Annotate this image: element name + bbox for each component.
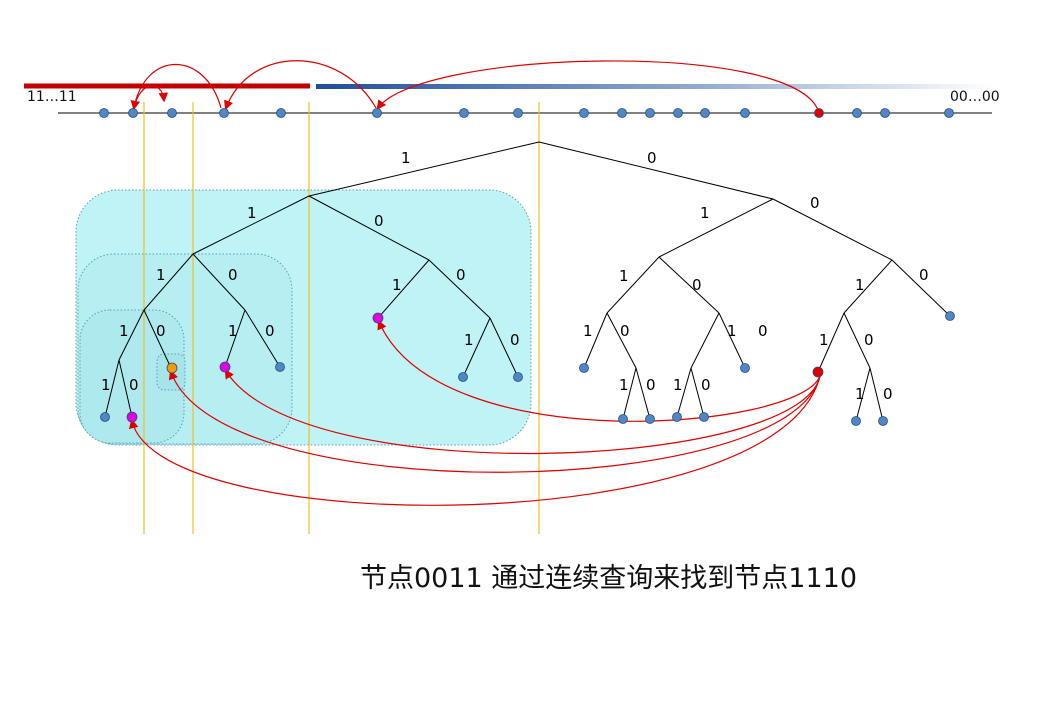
branch-label: 1 [855,276,865,294]
lookup-arrow [129,375,821,506]
keyspace-label-right: 00…00 [950,89,1000,105]
branch-label: 0 [129,376,139,394]
branch-label: 0 [810,194,820,212]
branch-labels: 1 0 1 0 1 0 1 0 1 0 1 0 1 0 1 0 1 0 1 0 … [101,149,929,403]
line-node[interactable] [513,108,523,118]
line-node[interactable] [880,108,890,118]
branch-label: 1 [583,322,593,340]
line-node[interactable] [579,108,589,118]
line-node[interactable] [219,108,229,118]
tree-node-query[interactable] [812,366,824,378]
branch-label: 0 [374,212,384,230]
lookup-arrow [168,369,821,473]
tree-node[interactable] [618,414,628,424]
tree-node[interactable] [458,372,468,382]
branch-label: 0 [883,385,893,403]
line-node[interactable] [99,108,109,118]
branch-label: 0 [510,331,520,349]
branch-label: 0 [620,322,630,340]
keyspace-bar-right [316,84,996,89]
branch-label: 0 [701,376,711,394]
branch-label: 1 [619,376,629,394]
lookup-arrows-top [130,60,819,111]
branch-label: 0 [646,376,656,394]
tree-node-found[interactable] [219,361,231,373]
branch-label: 0 [228,266,238,284]
branch-label: 1 [619,267,629,285]
branch-label: 0 [156,322,166,340]
branch-label: 0 [456,266,466,284]
line-node[interactable] [167,108,177,118]
tree-node[interactable] [740,363,750,373]
tree-node[interactable] [945,311,955,321]
tree-node-found[interactable] [372,312,384,324]
tree-node[interactable] [579,363,589,373]
line-node[interactable] [372,108,382,118]
tree-node-found[interactable] [166,362,178,374]
branch-label: 1 [727,322,737,340]
branch-label: 0 [692,276,702,294]
tree-node-found[interactable] [126,411,138,423]
line-node[interactable] [645,108,655,118]
branch-label: 1 [855,385,865,403]
lookup-arrows-tree [129,319,821,506]
tree-edges [104,141,951,422]
branch-label: 1 [101,376,111,394]
branch-label: 0 [265,322,275,340]
line-node[interactable] [276,108,286,118]
subtree-region-111 [79,309,185,444]
branch-label: 1 [119,322,129,340]
branch-label: 1 [819,331,829,349]
line-node[interactable] [852,108,862,118]
branch-label: 0 [758,322,768,340]
lookup-arrow [224,368,821,454]
tree-nodes [100,311,955,426]
branch-label: 1 [392,276,402,294]
line-node[interactable] [944,108,954,118]
line-node[interactable] [617,108,627,118]
branch-label: 1 [401,149,411,167]
prefix-guides [143,102,540,534]
line-node[interactable] [673,108,683,118]
lookup-arrow [224,60,377,111]
branch-label: 0 [919,266,929,284]
branch-label: 1 [247,204,257,222]
branch-label: 0 [864,331,874,349]
line-node[interactable] [128,108,138,118]
line-nodes [99,108,954,118]
tree-node[interactable] [275,362,285,372]
line-node[interactable] [700,108,710,118]
tree-node[interactable] [645,414,655,424]
branch-label: 1 [156,266,166,284]
tree-node[interactable] [878,416,888,426]
tree-node[interactable] [100,412,110,422]
line-node[interactable] [740,108,750,118]
branch-label: 1 [464,331,474,349]
lookup-arrow [130,63,222,111]
lookup-arrow [377,319,821,422]
line-node-query[interactable] [814,108,824,118]
branch-label: 1 [700,204,710,222]
lookup-arrow [376,60,819,111]
tree-node[interactable] [513,372,523,382]
line-node[interactable] [459,108,469,118]
lookup-arrow [133,85,169,109]
tree-node[interactable] [699,412,709,422]
tree-node[interactable] [851,416,861,426]
caption: 节点0011 通过连续查询来找到节点1110 [360,563,858,594]
branch-label: 1 [673,376,683,394]
branch-label: 0 [647,149,657,167]
keyspace-label-left: 11…11 [27,89,77,105]
tree-node[interactable] [672,412,682,422]
branch-label: 1 [228,322,238,340]
